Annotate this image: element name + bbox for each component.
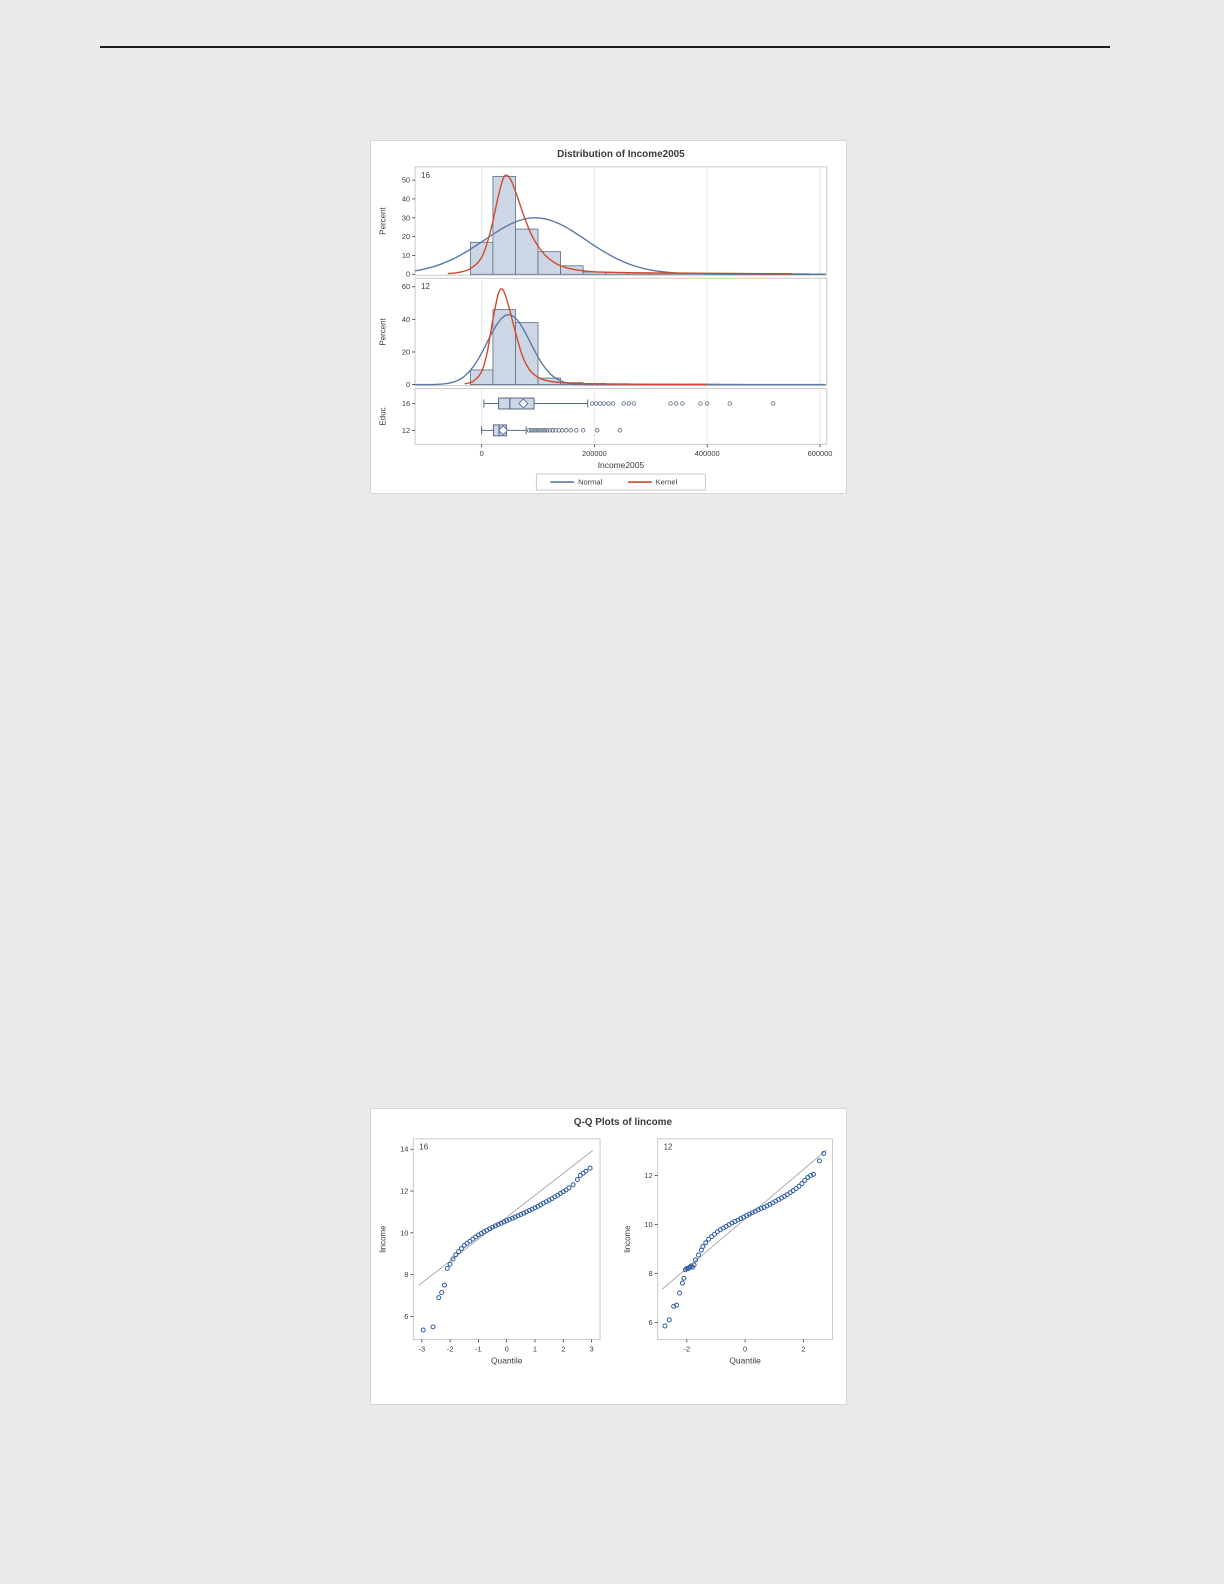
- svg-text:12: 12: [402, 426, 410, 435]
- svg-text:40: 40: [402, 194, 410, 203]
- svg-text:8: 8: [649, 1269, 653, 1278]
- kernel-curve: [464, 288, 708, 386]
- chart-title: Q-Q Plots of lincome: [574, 1117, 673, 1128]
- x-axis-label: Income2005: [598, 460, 645, 470]
- svg-text:0: 0: [505, 1344, 509, 1353]
- svg-text:Percent: Percent: [378, 317, 387, 345]
- svg-text:6: 6: [404, 1312, 408, 1321]
- svg-text:-3: -3: [418, 1344, 425, 1353]
- svg-text:20: 20: [402, 347, 410, 356]
- boxplot-row-16: [483, 397, 776, 410]
- svg-text:-1: -1: [475, 1344, 482, 1353]
- svg-text:Educ: Educ: [378, 407, 387, 425]
- svg-text:16: 16: [402, 399, 410, 408]
- svg-text:12: 12: [400, 1187, 408, 1196]
- svg-text:6: 6: [649, 1318, 653, 1327]
- svg-text:0: 0: [480, 449, 484, 458]
- figure-distribution: Distribution of Income2005 0 10 20 30 40 50 16 P…: [370, 140, 847, 494]
- mean-diamond: [518, 398, 529, 409]
- svg-text:10: 10: [644, 1220, 652, 1229]
- x-axis: 0 200000 400000 600000 Income2005: [480, 444, 833, 470]
- panel-label: 16: [419, 1143, 428, 1152]
- figure-qq-plots: Q-Q Plots of lincome -3 -2 -1 0 1 2 3 6 8 10 12 14 16…: [370, 1108, 847, 1405]
- boxplot-row-12: [481, 424, 622, 437]
- svg-text:0: 0: [406, 380, 410, 389]
- svg-text:-2: -2: [447, 1344, 454, 1353]
- legend: Normal Kernel: [535, 473, 706, 491]
- kernel-curve: [447, 174, 792, 275]
- svg-text:40: 40: [402, 315, 410, 324]
- header-rule: [100, 46, 1110, 48]
- svg-text:0: 0: [406, 270, 410, 279]
- svg-text:60: 60: [402, 282, 410, 291]
- svg-text:-2: -2: [683, 1344, 690, 1353]
- boxplot-panel: 16 12 Educ: [378, 388, 828, 445]
- svg-text:Percent: Percent: [378, 207, 387, 235]
- y-axis-label: lincome: [623, 1225, 632, 1253]
- svg-text:8: 8: [404, 1270, 408, 1279]
- panel-label: 12: [664, 1143, 673, 1152]
- distribution-panel-12: 0 20 40 60 12 Percent: [378, 277, 828, 389]
- svg-text:200000: 200000: [582, 449, 607, 458]
- svg-text:400000: 400000: [695, 449, 720, 458]
- reference-line: [418, 1149, 594, 1286]
- panel-label: 16: [421, 171, 430, 180]
- svg-text:14: 14: [400, 1145, 408, 1154]
- mean-diamond: [497, 425, 509, 436]
- x-axis-label: Quantile: [729, 1355, 761, 1365]
- distribution-chart: Distribution of Income2005 0 10 20 30 40 50 16 P…: [378, 149, 833, 491]
- svg-text:600000: 600000: [808, 449, 833, 458]
- legend-label-normal: Normal: [578, 478, 602, 487]
- distribution-panel-16: 0 10 20 30 40 50 16 Percent: [378, 166, 828, 279]
- svg-text:10: 10: [402, 251, 410, 260]
- svg-text:20: 20: [402, 232, 410, 241]
- qq-panel-12: -2 0 2 6 8 10 12 12 Quantile lincome: [623, 1138, 833, 1365]
- x-axis-label: Quantile: [491, 1355, 523, 1365]
- svg-text:1: 1: [533, 1344, 537, 1353]
- panel-label: 12: [421, 282, 430, 291]
- chart-title: Distribution of Income2005: [557, 149, 685, 160]
- svg-text:3: 3: [589, 1344, 593, 1353]
- svg-text:12: 12: [644, 1171, 652, 1180]
- svg-text:0: 0: [743, 1344, 747, 1353]
- svg-text:30: 30: [402, 213, 410, 222]
- svg-text:10: 10: [400, 1228, 408, 1237]
- svg-text:2: 2: [561, 1344, 565, 1353]
- legend-label-kernel: Kernel: [656, 478, 678, 487]
- svg-text:2: 2: [801, 1344, 805, 1353]
- svg-text:50: 50: [402, 176, 410, 185]
- y-axis-label: lincome: [379, 1225, 388, 1253]
